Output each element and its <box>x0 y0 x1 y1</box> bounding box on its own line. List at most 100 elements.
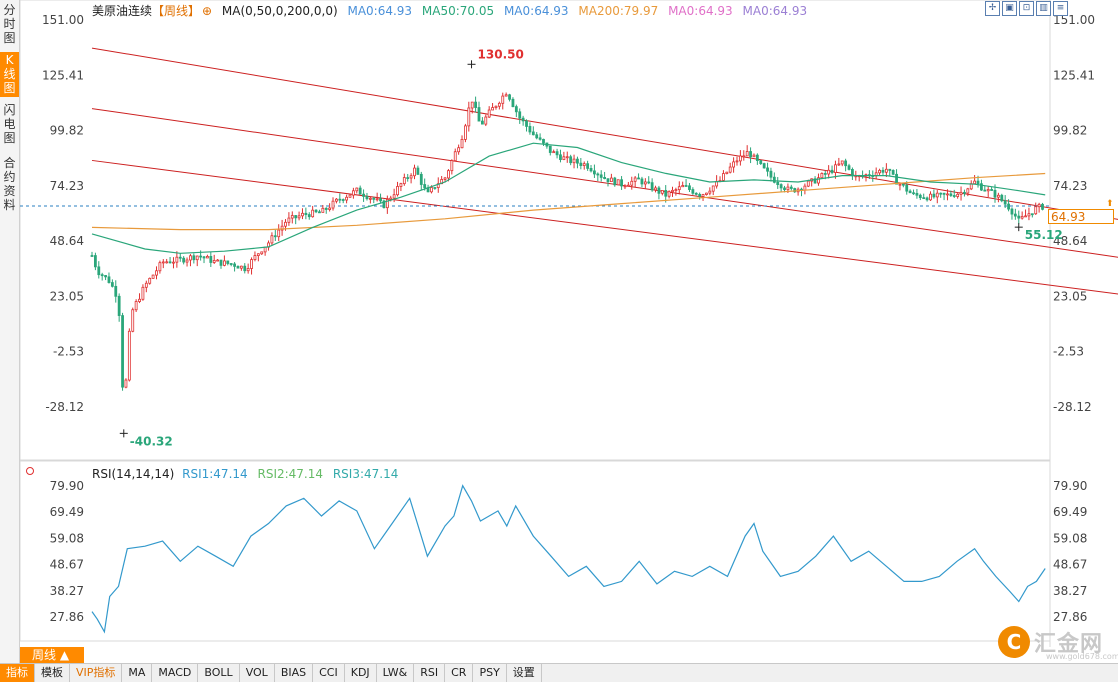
channel-line <box>91 159 1118 295</box>
candle-body <box>138 298 141 302</box>
candle-body <box>898 183 902 186</box>
tab-vol[interactable]: VOL <box>240 664 275 682</box>
candle-body <box>168 261 172 264</box>
candle-body <box>464 125 467 140</box>
left-tab-bar: 分 时 图 K 线 图 闪 电 图 合 约 资 料 <box>0 0 20 663</box>
candle-body <box>762 163 766 169</box>
ma-value: MA0:64.93 <box>503 4 569 18</box>
candle-body <box>844 160 848 167</box>
kline-chart[interactable]: 151.00 151.00 125.41 125.41 99.82 99.82 74.23 7… <box>20 0 1118 647</box>
candle-body <box>531 131 535 136</box>
tab-kdj[interactable]: KDJ <box>345 664 377 682</box>
candle-body <box>830 169 834 173</box>
candle-body <box>589 168 593 172</box>
candle-body <box>304 212 308 215</box>
chart-type-icon[interactable]: ⊡ <box>1019 1 1034 16</box>
candle-body <box>725 171 729 174</box>
indicator-name[interactable]: MA(0,50,0,200,0,0) <box>221 4 338 18</box>
tab-char: 线 <box>3 67 16 81</box>
tab-intraday[interactable]: 分 时 图 <box>0 3 19 45</box>
tab-lw[interactable]: LW& <box>377 664 415 682</box>
candle-body <box>280 225 284 231</box>
candle-body <box>375 198 379 201</box>
candle-body <box>335 198 338 202</box>
price-marker-icon: ⬆ <box>1106 199 1114 209</box>
candle-body <box>650 182 654 191</box>
candle-body <box>199 255 203 258</box>
tab-macd[interactable]: MACD <box>152 664 199 682</box>
chart-toolbar: ✢ ▣ ⊡ ▥ ≡ <box>985 1 1068 16</box>
rsi-tick-label-left: 69.49 <box>50 505 84 519</box>
tab-templates[interactable]: 模板 <box>35 664 70 682</box>
tab-psy[interactable]: PSY <box>473 664 507 682</box>
tab-cr[interactable]: CR <box>445 664 474 682</box>
candle-body <box>345 196 349 201</box>
candle-body <box>121 315 124 388</box>
tab-indicators[interactable]: 指标 <box>0 664 35 682</box>
rsi-indicator-name[interactable]: RSI(14,14,14) <box>92 467 175 481</box>
y-tick-label-right: 125.41 <box>1053 68 1095 82</box>
tab-char: 图 <box>3 81 16 95</box>
indicator-icon[interactable]: ▥ <box>1036 1 1051 16</box>
candle-body <box>586 163 590 169</box>
candle-body <box>735 160 739 163</box>
tab-char: 图 <box>3 131 16 145</box>
candle-body <box>732 161 736 168</box>
fit-icon[interactable]: ▣ <box>1002 1 1017 16</box>
candle-body <box>385 198 389 209</box>
candle-body <box>185 259 189 263</box>
tab-settings[interactable]: 设置 <box>507 664 542 682</box>
candle-body <box>616 179 620 186</box>
rsi-value: RSI1:47.14 <box>182 467 248 481</box>
candle-body <box>229 263 233 265</box>
candle-body <box>963 191 966 194</box>
tab-cci[interactable]: CCI <box>313 664 345 682</box>
add-symbol-icon[interactable]: ⊕ <box>202 4 213 18</box>
price-legend: 美原油连续【周线】 ⊕ MA(0,50,0,200,0,0) MA0:64.93 … <box>92 2 813 19</box>
rsi-line <box>91 484 1046 634</box>
candle-body <box>1017 215 1021 219</box>
candle-body <box>341 199 345 201</box>
tab-ma[interactable]: MA <box>122 664 153 682</box>
settings-icon[interactable]: ≡ <box>1053 1 1068 16</box>
candle-body <box>301 212 304 217</box>
tab-rsi[interactable]: RSI <box>414 664 446 682</box>
candle-body <box>708 190 712 194</box>
tab-bias[interactable]: BIAS <box>275 664 314 682</box>
candle-body <box>613 177 617 186</box>
candle-body <box>827 169 831 175</box>
period-select[interactable]: 周线 ▲ <box>20 647 84 663</box>
candle-body <box>124 379 128 388</box>
tab-boll[interactable]: BOLL <box>198 664 240 682</box>
candle-body <box>654 187 657 191</box>
candle-body <box>776 181 780 185</box>
candle-body <box>277 229 281 238</box>
candle-body <box>104 275 107 278</box>
candle-body <box>1024 215 1027 218</box>
crosshair-icon[interactable]: ✢ <box>985 1 1000 16</box>
candle-body <box>779 184 783 189</box>
candle-body <box>494 105 498 108</box>
candle-body <box>192 255 196 261</box>
tab-kline[interactable]: K 线 图 <box>0 52 19 97</box>
candle-body <box>1007 203 1010 210</box>
candle-body <box>480 120 484 125</box>
candle-body <box>362 193 365 197</box>
candle-body <box>487 109 491 118</box>
y-tick-label-left: 23.05 <box>50 289 84 303</box>
tab-char: 图 <box>3 31 16 45</box>
candle-body <box>525 120 528 127</box>
ma-value: MA50:70.05 <box>421 4 495 18</box>
y-tick-label-right: 48.64 <box>1053 234 1087 248</box>
tab-vip-indicators[interactable]: VIP指标 <box>70 664 123 682</box>
candle-body <box>182 257 186 263</box>
candle-body <box>637 177 640 180</box>
rsi-tick-label-left: 79.90 <box>50 479 84 493</box>
candle-body <box>511 98 515 108</box>
tab-lightning[interactable]: 闪 电 图 <box>0 103 19 145</box>
candle-body <box>691 189 695 194</box>
tab-contract-info[interactable]: 合 约 资 料 <box>0 156 19 212</box>
candle-body <box>528 126 532 133</box>
candle-body <box>559 154 562 160</box>
candle-body <box>664 190 668 197</box>
